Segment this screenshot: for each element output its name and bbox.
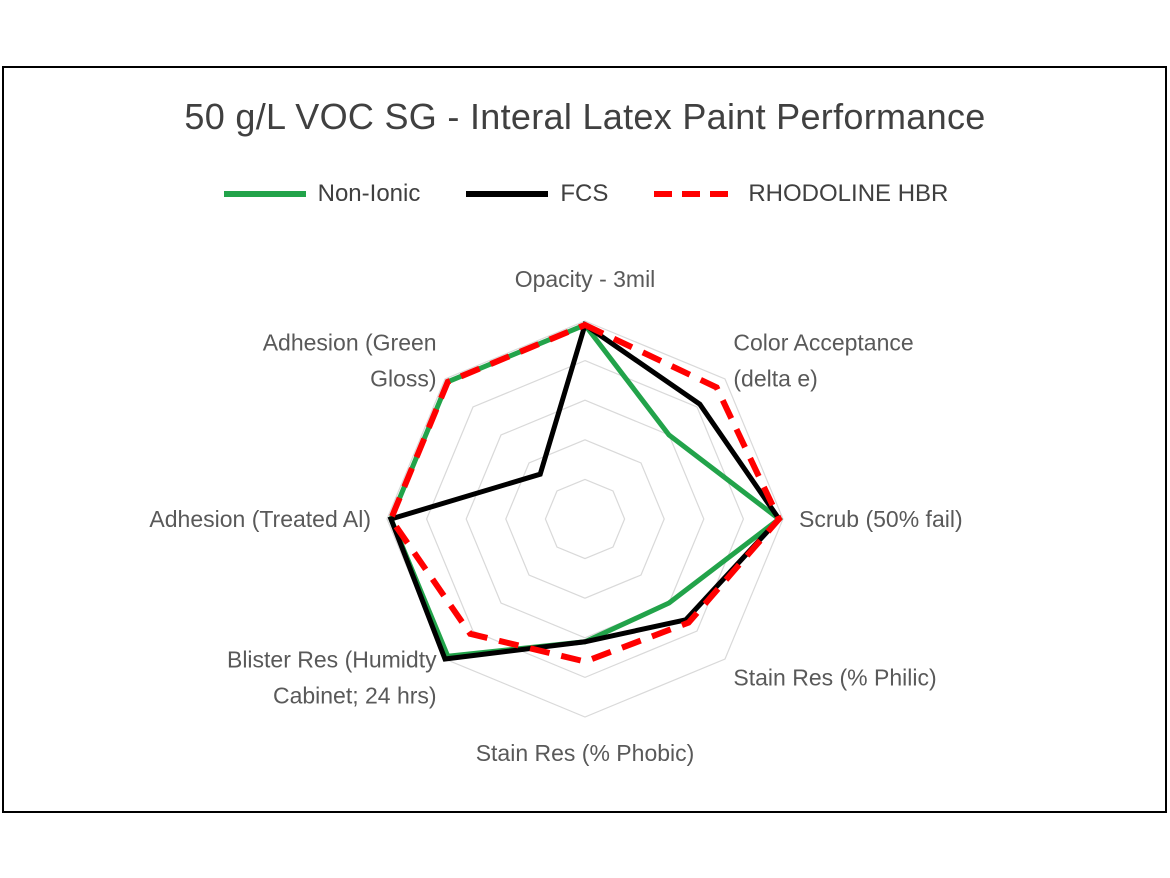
axis-label-line: Color Acceptance bbox=[733, 330, 913, 356]
axis-label-line: Stain Res (% Phobic) bbox=[476, 740, 695, 766]
axis-label: Stain Res (% Phobic) bbox=[476, 740, 695, 766]
axis-label: Scrub (50% fail) bbox=[799, 506, 963, 532]
axis-label: Opacity - 3mil bbox=[515, 266, 656, 292]
axis-label: Stain Res (% Philic) bbox=[733, 664, 936, 690]
legend-swatch-non-ionic bbox=[223, 191, 306, 197]
legend-swatch-rhodoline-hbr bbox=[654, 191, 737, 197]
legend: Non-Ionic FCS RHODOLINE HBR bbox=[0, 180, 1170, 208]
axis-label-line: (delta e) bbox=[733, 366, 817, 392]
grid-ring bbox=[505, 439, 665, 599]
axis-label: Adhesion (Green Gloss) bbox=[263, 330, 437, 392]
axis-label-line: Scrub (50% fail) bbox=[799, 506, 963, 532]
legend-label-fcs: FCS bbox=[560, 180, 609, 207]
axis-label: Color Acceptance (delta e) bbox=[733, 330, 913, 392]
radar-axis-labels: Opacity - 3mil Color Acceptance (delta e) S… bbox=[149, 266, 962, 766]
series-line-rhodoline-hbr bbox=[387, 321, 783, 665]
axis-label-line: Gloss) bbox=[370, 366, 436, 392]
axis-label-line: Adhesion (Treated Al) bbox=[149, 506, 371, 532]
axis-label: Adhesion (Treated Al) bbox=[149, 506, 371, 532]
axis-label-line: Adhesion (Green bbox=[263, 330, 437, 356]
axis-label-line: Opacity - 3mil bbox=[515, 266, 656, 292]
axis-label-line: Cabinet; 24 hrs) bbox=[273, 682, 437, 708]
grid-ring bbox=[465, 399, 705, 639]
series-line-non-ionic bbox=[388, 321, 784, 659]
grid-ring bbox=[544, 478, 626, 560]
grid-ring bbox=[425, 359, 745, 679]
chart-title: 50 g/L VOC SG - Interal Latex Paint Perf… bbox=[184, 96, 986, 137]
legend-item-non-ionic: Non-Ionic bbox=[222, 180, 421, 208]
legend-item-rhodoline-hbr: RHODOLINE HBR bbox=[652, 180, 948, 208]
radar-series bbox=[387, 320, 784, 665]
axis-label-line: Stain Res (% Philic) bbox=[733, 664, 936, 690]
grid-ring bbox=[386, 320, 784, 718]
series-line-fcs bbox=[387, 320, 783, 662]
legend-label-rhodoline-hbr: RHODOLINE HBR bbox=[748, 180, 949, 207]
legend-label-non-ionic: Non-Ionic bbox=[317, 180, 421, 207]
legend-swatch-fcs bbox=[466, 191, 549, 197]
axis-label: Blister Res (Humidty Cabinet; 24 hrs) bbox=[227, 646, 437, 708]
legend-item-fcs: FCS bbox=[464, 180, 608, 208]
axis-label-line: Blister Res (Humidty bbox=[227, 646, 437, 672]
